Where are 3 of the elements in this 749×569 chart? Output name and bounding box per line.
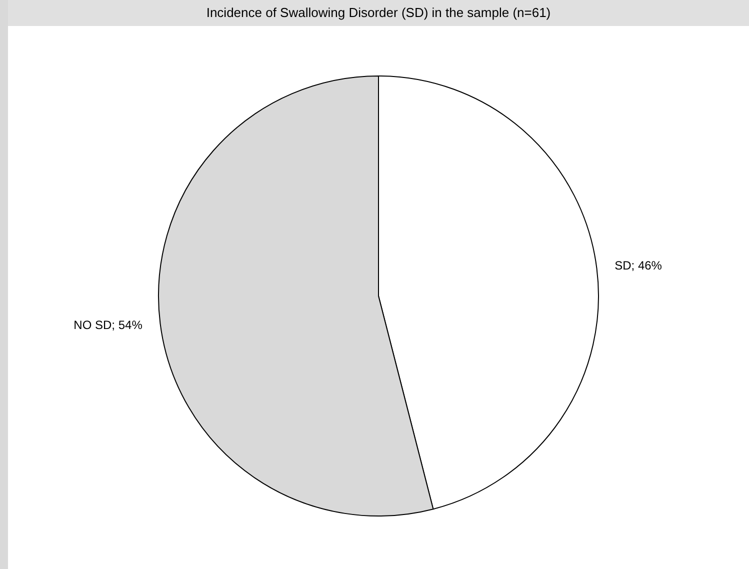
slice-label: SD; 46% — [614, 258, 662, 272]
chart-title: Incidence of Swallowing Disorder (SD) in the sample (n=61) — [8, 0, 749, 26]
slice-label: NO SD; 54% — [74, 318, 143, 332]
